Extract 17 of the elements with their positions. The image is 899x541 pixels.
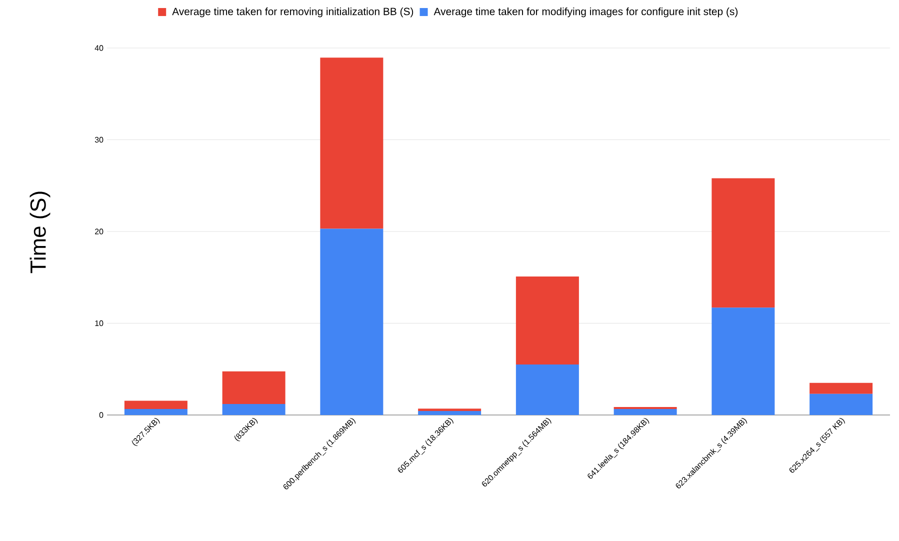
bar — [810, 382, 873, 394]
bar — [320, 228, 384, 415]
legend-label: Average time taken for removing initialization BB (S) — [172, 7, 414, 18]
legend-label: Average time taken for modifying images for configure init step (s) — [434, 7, 738, 18]
bar — [320, 58, 384, 229]
bar — [516, 276, 579, 365]
bar — [712, 178, 775, 308]
bar — [418, 410, 482, 415]
bar — [614, 409, 677, 415]
bar — [124, 400, 188, 410]
bar — [222, 404, 286, 415]
bar — [712, 308, 775, 415]
bar — [516, 364, 579, 415]
bar — [222, 371, 286, 404]
bar — [124, 409, 188, 415]
bar — [810, 394, 873, 415]
y-axis-title: Time (S) — [30, 192, 50, 274]
